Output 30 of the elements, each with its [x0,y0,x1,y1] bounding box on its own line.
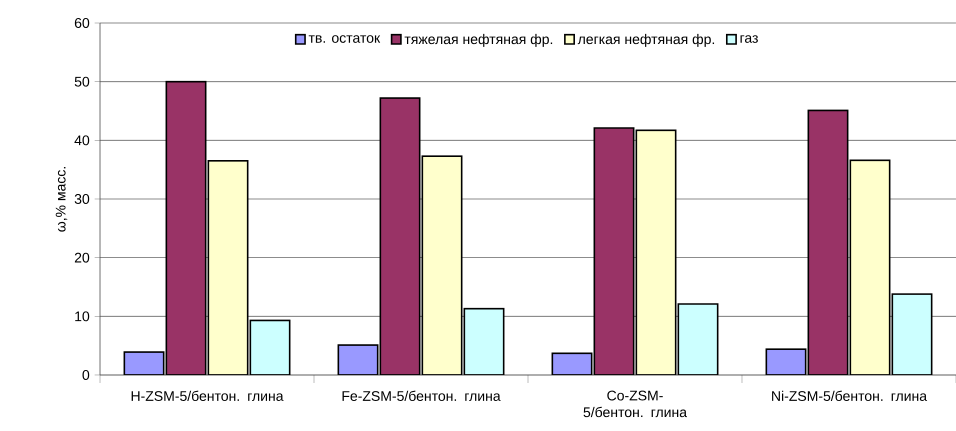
y-tick-label: 0 [82,370,90,380]
bar [850,159,890,375]
bar [250,320,290,375]
bar [636,130,676,375]
bar [338,344,378,375]
bar [422,155,462,375]
bar [892,293,932,375]
bar [594,127,634,375]
x-tick-label: Fe-ZSM-5/бентон. глина [342,390,501,401]
y-tick-label: 60 [74,18,90,28]
legend-label: легкая нефтяная фр. [578,34,714,47]
bar [808,110,848,375]
legend-label: тв. остаток [308,35,380,43]
bar [464,308,504,375]
bar [166,80,206,375]
bar [208,160,248,375]
legend-label: газ [740,35,758,43]
x-tick-label: H-ZSM-5/бентон. глина [132,390,284,401]
x-tick-label: Co-ZSM-5/бентон. глина [584,390,688,418]
y-tick-label: 10 [75,311,90,322]
x-tick-label: Ni-ZSM-5/бентон. глина [772,390,928,401]
y-tick-label: 40 [74,135,90,146]
legend-label: тяжелая нефтяная фр. [404,34,552,47]
y-axis-title: ω,% масс. [56,167,68,232]
y-tick-label: 30 [74,194,90,204]
bar [678,303,718,375]
y-tick-label: 50 [74,76,90,87]
bar [380,97,420,375]
y-tick-label: 20 [74,252,90,263]
bar [766,348,806,375]
